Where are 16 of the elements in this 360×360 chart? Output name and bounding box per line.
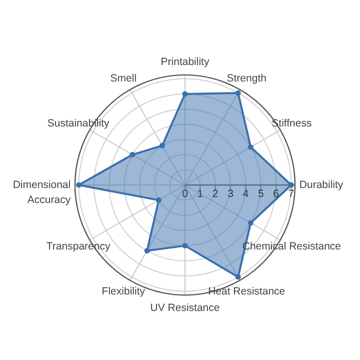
spoke-label: UV Resistance — [150, 302, 220, 314]
spoke-label: Durability — [299, 179, 344, 191]
spoke-label: Dimensional Accuracy — [12, 179, 72, 206]
y-tick-label: 2 — [212, 188, 218, 200]
y-tick-label: 1 — [197, 188, 204, 200]
y-tick-label: 6 — [273, 188, 280, 200]
y-tick-label: 4 — [242, 188, 249, 200]
spoke-label: Heat Resistance — [208, 286, 286, 298]
spoke-label: Strength — [226, 72, 267, 84]
spoke-label: Printability — [160, 56, 210, 68]
y-tick-label: 3 — [228, 188, 234, 200]
y-tick-label: 0 — [182, 188, 188, 200]
spoke-label: Smell — [110, 72, 137, 84]
spoke-label: Flexibility — [102, 286, 146, 298]
y-tick-label: 7 — [288, 188, 294, 200]
y-tick-label: 5 — [258, 188, 264, 200]
